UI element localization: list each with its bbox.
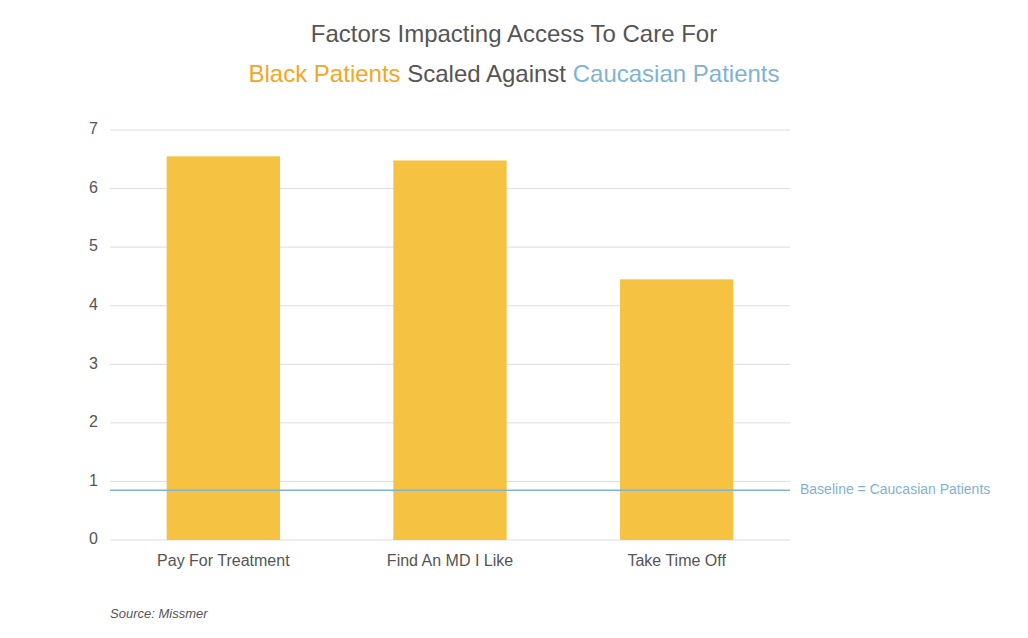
y-tick-label: 5 (89, 237, 98, 254)
subtitle-part: Caucasian Patients (573, 60, 780, 87)
y-tick-label: 2 (89, 413, 98, 430)
subtitle-part: Black Patients (249, 60, 401, 87)
baseline (110, 489, 790, 491)
source: Source: Missmer (110, 606, 208, 621)
x-tick-label: Find An MD I Like (387, 552, 513, 569)
subtitle-part: Scaled Against (401, 60, 573, 87)
y-axis: 0 1 2 3 4 5 6 7 (89, 120, 790, 547)
x-tick-label: Pay For Treatment (157, 552, 290, 569)
x-axis: Pay For Treatment Find An MD I Like Take T… (157, 552, 726, 569)
y-tick-label: 4 (89, 296, 98, 313)
y-tick-label: 3 (89, 355, 98, 372)
subtitle: Black Patients Scaled Against Caucasian … (249, 60, 780, 87)
x-tick-label: Take Time Off (627, 552, 726, 569)
y-tick-label: 0 (89, 530, 98, 547)
y-tick-label: 7 (89, 120, 98, 137)
y-tick-label: 1 (89, 472, 98, 489)
baseline-label: Baseline = Caucasian Patients (800, 481, 990, 497)
title: Factors Impacting Access To Care For (311, 20, 717, 47)
bar (167, 156, 280, 540)
chart: Factors Impacting Access To Care For Blac… (0, 0, 1028, 638)
bar (393, 160, 506, 540)
bar (620, 279, 733, 540)
y-tick-label: 6 (89, 179, 98, 196)
plot-area (110, 156, 790, 540)
grid-line (110, 130, 790, 131)
